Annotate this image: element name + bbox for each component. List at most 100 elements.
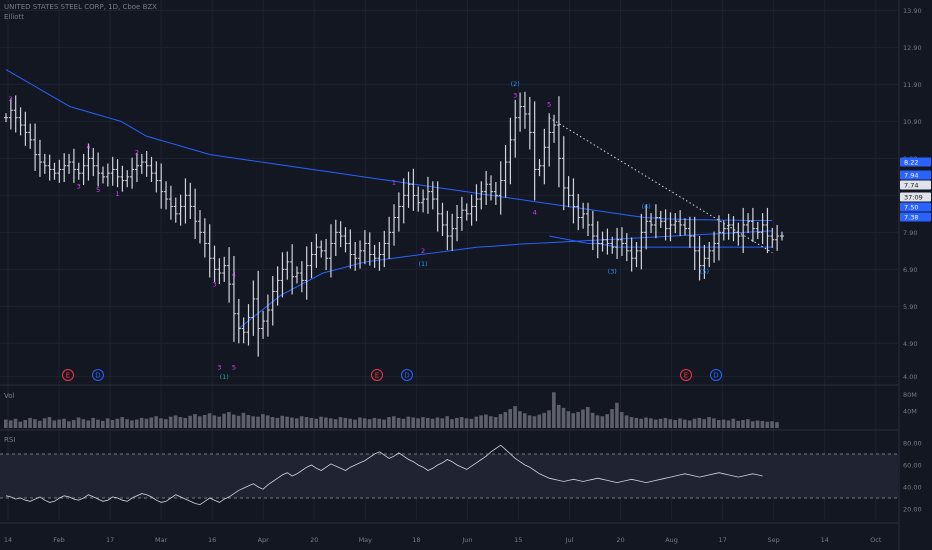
price-bar (595, 221, 600, 259)
price-bar (125, 170, 130, 188)
ma-line-2 (549, 235, 773, 248)
volume-bar (382, 419, 386, 428)
price-bar (290, 244, 295, 295)
wave-label[interactable]: 2 (421, 247, 425, 255)
volume-bar (212, 415, 217, 428)
price-bar (275, 266, 280, 306)
time-tick: Oct (870, 536, 882, 544)
price-label[interactable]: 37:09 (900, 192, 931, 202)
volume-bar (309, 417, 314, 428)
volume-bar (33, 419, 37, 428)
earnings-event-icon[interactable]: E (680, 369, 692, 381)
wave-label[interactable]: 5 (96, 186, 100, 194)
price-bar (445, 210, 450, 251)
indicator-label[interactable]: Elliott (4, 13, 25, 21)
volume-bar (168, 416, 173, 428)
price-bar (760, 213, 765, 245)
price-bar (159, 163, 164, 209)
volume-bar (392, 416, 396, 428)
volume-bar (96, 419, 100, 428)
time-tick: Sep (768, 536, 780, 544)
wave-label[interactable]: (3) (608, 267, 617, 275)
price-bar (236, 298, 241, 344)
wave-label[interactable]: 5 (547, 101, 551, 109)
earnings-event-icon[interactable]: E (371, 369, 383, 381)
wave-label[interactable]: 3 (513, 91, 517, 99)
symbol-title[interactable]: UNITED STATES STEEL CORP, 1D, Cboe BZX (4, 3, 157, 11)
wave-label[interactable]: 4 (533, 208, 537, 216)
dividend-event-icon[interactable]: D (401, 369, 413, 381)
volume-bar (416, 418, 420, 428)
price-bar (552, 114, 557, 143)
earnings-event-icon[interactable]: E (62, 369, 74, 381)
volume-bar (736, 420, 740, 428)
price-bar (52, 162, 57, 180)
price-label[interactable]: 7.50 (900, 202, 931, 212)
price-bar (241, 317, 246, 344)
price-bar (42, 153, 47, 174)
time-tick: 16 (208, 536, 216, 544)
wave-label[interactable]: (2) (511, 80, 520, 88)
volume-bar (328, 418, 333, 428)
volume-bar (193, 414, 197, 428)
wave-label[interactable]: 4 (232, 271, 236, 279)
volume-bar (144, 418, 149, 428)
wave-label[interactable]: 3 (77, 182, 81, 190)
wave-label[interactable]: 2 (9, 95, 13, 103)
price-bar (731, 216, 736, 242)
volume-bar (435, 417, 440, 428)
volume-bar (120, 417, 124, 428)
price-bar (309, 241, 314, 279)
wave-label[interactable]: 2 (135, 149, 139, 157)
wave-label[interactable]: 3 (212, 280, 216, 288)
rsi-pane-label[interactable]: RSI (4, 436, 16, 444)
wave-label[interactable]: 1 (392, 178, 396, 186)
price-bar (556, 96, 561, 188)
wave-label[interactable]: (4) (642, 202, 651, 210)
price-bar (353, 241, 358, 271)
price-label[interactable]: 7.94 (900, 170, 931, 180)
dividend-event-icon[interactable]: D (92, 369, 104, 381)
price-tick: 4.00 (903, 373, 917, 381)
time-tick: 20 (616, 536, 624, 544)
price-label[interactable]: 7.74 (900, 180, 931, 190)
volume-bar (576, 412, 580, 428)
wave-label[interactable]: 1 (115, 190, 119, 198)
svg-text:8.22: 8.22 (904, 159, 918, 167)
price-bar (586, 202, 590, 237)
time-axis: 14 Feb 17 Mar 16 Apr 20 May 18 Jun 15 Jul 20 Aug 17 Sep… (4, 536, 882, 544)
volume-bar (537, 414, 542, 428)
price-bar (629, 237, 634, 272)
price-label[interactable]: 8.22 (900, 157, 931, 167)
volume-bar (67, 421, 71, 428)
wave-label[interactable]: (1) (220, 373, 229, 381)
price-bar (653, 204, 658, 239)
volume-bar (173, 415, 178, 428)
wave-label[interactable]: 5 (232, 364, 236, 372)
wave-label[interactable]: (1) (418, 260, 427, 268)
volume-bar (178, 417, 183, 428)
wave-label[interactable]: 4 (86, 143, 90, 151)
price-bars (4, 91, 784, 357)
volume-bar (71, 420, 76, 428)
price-bar (663, 209, 668, 241)
price-bar (13, 95, 18, 133)
price-bar (590, 210, 595, 251)
volume-pane-label[interactable]: Vol (4, 392, 15, 400)
price-bar (71, 148, 76, 183)
time-tick: May (359, 536, 373, 544)
rsi-tick: 60.00 (903, 462, 922, 470)
dividend-event-icon[interactable]: D (710, 369, 722, 381)
price-bar (265, 294, 270, 337)
price-bar (401, 178, 406, 224)
price-bar (411, 168, 416, 211)
wave-label[interactable]: (5) (700, 267, 709, 275)
price-bar (780, 231, 784, 241)
wave-label[interactable]: 3 (217, 364, 221, 372)
volume-bar (338, 417, 343, 428)
price-label[interactable]: 7.38 (900, 212, 931, 222)
volume-bar (236, 415, 241, 428)
price-bar (387, 216, 392, 259)
price-bar (421, 189, 426, 213)
volume-bar (304, 417, 309, 428)
